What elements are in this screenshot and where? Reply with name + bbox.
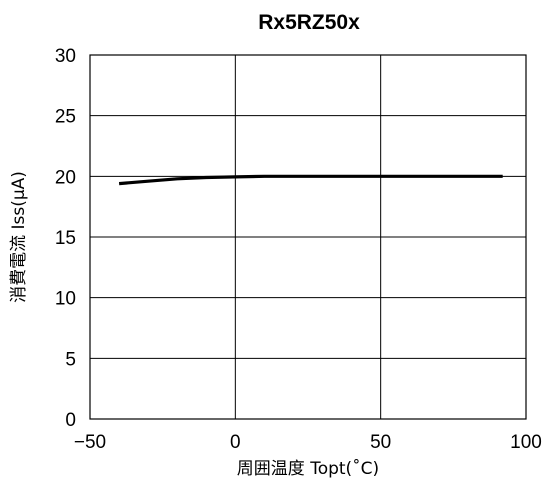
y-tick-label: 30 bbox=[55, 46, 76, 67]
y-tick-label: 5 bbox=[65, 349, 76, 370]
chart-title: Rx5RZ50x bbox=[258, 11, 360, 34]
x-tick-label: −50 bbox=[74, 432, 106, 453]
y-axis-ticks: 0 5 10 15 20 25 30 bbox=[55, 46, 76, 431]
series-lines bbox=[118, 174, 503, 186]
y-tick-label: 0 bbox=[65, 410, 76, 431]
grid-lines bbox=[90, 55, 526, 419]
y-tick-label: 20 bbox=[55, 167, 76, 188]
x-axis-label: 周囲温度 Topt(˚C) bbox=[237, 458, 379, 479]
x-tick-label: 50 bbox=[370, 432, 391, 453]
x-tick-label: 0 bbox=[230, 432, 241, 453]
y-axis-label: 消費電流 Iss(μA) bbox=[9, 171, 29, 303]
y-tick-label: 10 bbox=[55, 289, 76, 310]
plot-frame bbox=[89, 54, 527, 420]
y-tick-label: 15 bbox=[55, 228, 76, 249]
x-tick-label: 100 bbox=[510, 432, 542, 453]
x-axis-ticks: −50 0 50 100 bbox=[74, 432, 542, 453]
series-line-0 bbox=[118, 174, 503, 186]
y-tick-label: 25 bbox=[55, 107, 76, 128]
